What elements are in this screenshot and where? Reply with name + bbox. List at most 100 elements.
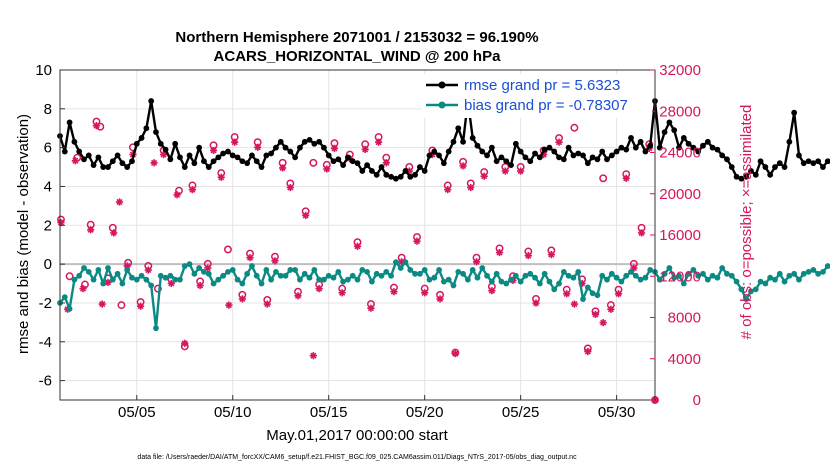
obs-assimilated-stroke [638,229,645,237]
obs-assimilated-stroke [294,292,302,299]
rmse-point [623,146,630,153]
bias-point [354,276,361,283]
obs-assimilated-stroke [607,306,614,313]
bias-point [201,268,207,275]
bias-point [239,280,246,287]
rmse-point [604,156,610,163]
rmse-point [335,156,342,163]
obs-possible-marker [153,284,162,293]
bias-point [383,268,390,275]
rmse-point [676,144,682,151]
obs-assimilated-marker [217,173,225,181]
obs-assimilated-stroke [517,167,524,175]
bias-point [450,282,457,289]
rmse-point [282,144,289,151]
obs-assimilated-marker [614,290,623,298]
rmse-point [532,150,538,157]
rmse-point [407,173,414,180]
rmse-point [90,162,97,169]
rmse-point [143,125,150,132]
bias-point [690,267,697,273]
obs-assimilated-stroke [584,348,591,355]
obs-assimilated-stroke [173,191,181,198]
obs-assimilated-stroke [563,290,570,297]
bias-point [599,272,606,279]
obs-assimilated-marker [444,186,452,194]
obs-assimilated-marker [263,300,271,308]
bias-point [85,268,92,275]
rmse-point [704,138,711,145]
obs-assimilated-marker [353,242,362,250]
rmse-point [153,129,159,136]
obs-assimilated-stroke [231,139,238,146]
bias-point [124,267,131,273]
rmse-point [129,158,135,165]
rmse-point [402,168,409,174]
rmse-point [613,148,620,155]
rmse-point [138,135,145,141]
obs-assimilated-marker [204,264,212,272]
rmse-point [445,148,452,155]
rmse-point [364,162,370,169]
obs-assimilated-marker [294,292,302,300]
obs-assimilated-stroke [331,145,338,152]
rmse-point [656,144,663,151]
rmse-point [239,158,246,165]
obs-assimilated-marker [160,150,168,159]
bias-point [220,272,227,279]
bias-point [297,276,303,283]
bias-point [704,276,711,283]
bias-point [71,276,78,283]
obs-assimilated-stroke [254,144,261,151]
obs-assimilated-stroke [287,184,294,191]
obs-assimilated-stroke [79,285,87,292]
obs-assimilated-marker [92,122,101,130]
rmse-point [373,171,380,178]
rmse-point [772,164,778,170]
rmse-point [805,158,812,165]
obs-assimilated-stroke [323,165,330,173]
rmse-point [412,171,418,178]
obs-assimilated-marker [271,257,279,265]
rmse-point [321,144,327,151]
bias-point [800,270,807,277]
obs-assimilated-marker [71,157,79,165]
obs-assimilated-stroke [137,303,144,310]
obs-assimilated-marker [367,304,375,312]
rmse-point [541,146,548,153]
bias-point [676,272,682,279]
rmse-point [642,148,649,155]
bias-point [714,274,721,281]
rmse-point [277,138,284,145]
rmse-point [249,152,255,159]
bias-point [416,270,423,277]
rmse-point [719,152,726,159]
bias-point [258,280,265,287]
obs-assimilated-marker [286,183,294,192]
rmse-point [421,168,428,174]
obs-possible-marker [599,174,608,183]
bias-point [604,276,610,283]
bias-point [316,276,323,283]
rmse-point [378,164,385,170]
obs-assimilated-marker [110,229,118,237]
rmse-point [119,160,126,167]
bias-point [671,274,678,281]
y-left-tick-label: -4 [39,334,52,351]
obs-assimilated-stroke [197,282,204,289]
obs-assimilated-stroke [502,167,509,175]
obs-assimilated-stroke [615,290,622,297]
rmse-point [460,138,466,145]
legend-rmse-marker [438,81,446,89]
obs-assimilated-marker [279,164,287,172]
rmse-point [177,154,183,161]
bias-point [536,280,543,287]
bias-point [157,272,164,279]
bias-point [656,276,663,283]
bias-point [445,276,452,283]
rmse-point [426,152,433,159]
obs-assimilated-stroke [548,251,555,258]
bias-point [772,276,778,283]
obs-assimilated-marker [209,146,218,155]
obs-assimilated-stroke [181,340,188,347]
